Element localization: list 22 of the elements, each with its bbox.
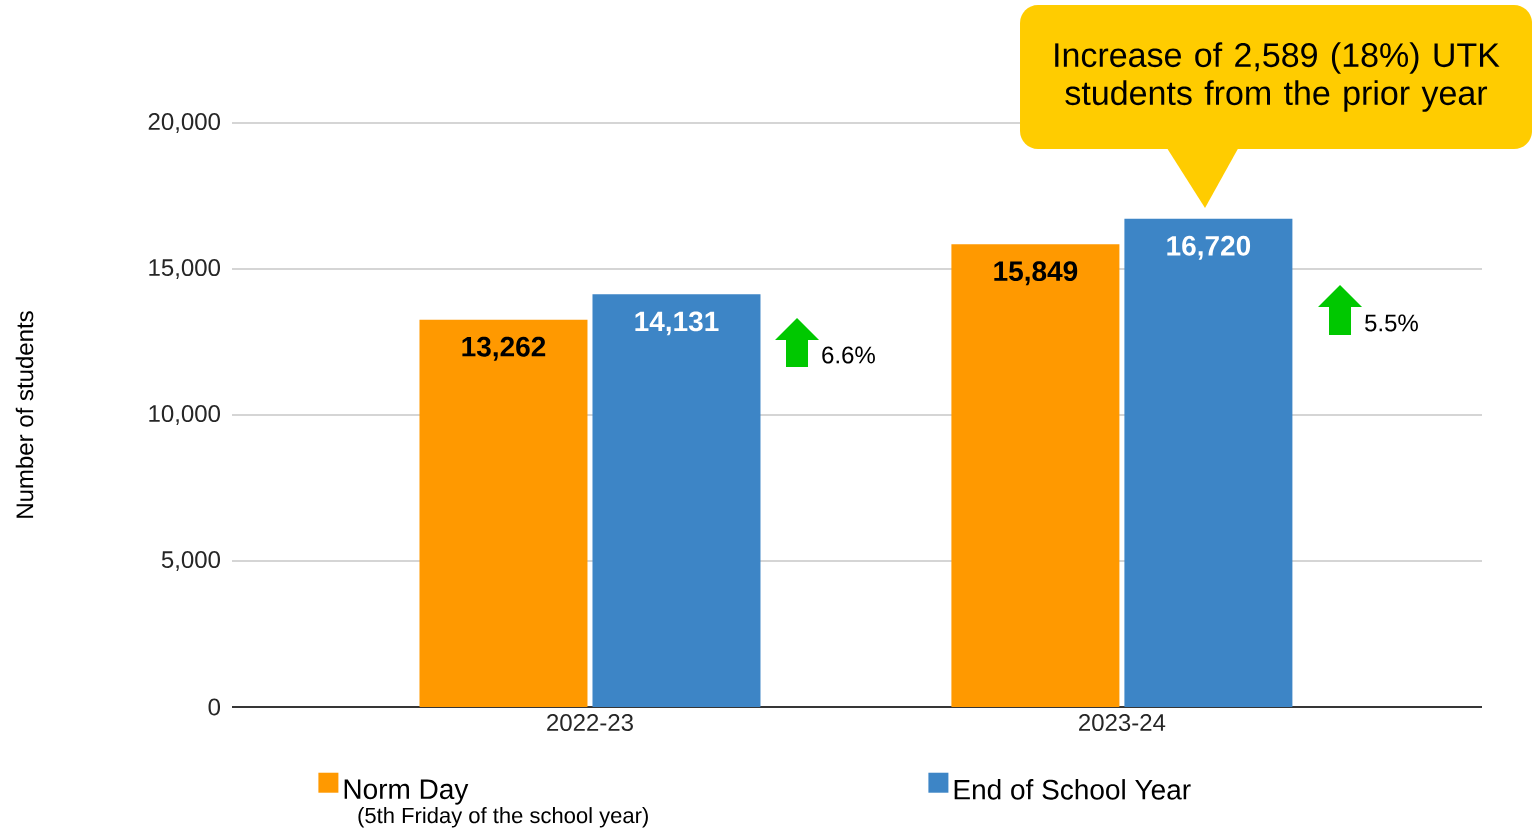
y-axis-title: Number of students — [15, 311, 34, 518]
y-tick-label: 20,000 — [148, 113, 220, 133]
text: (5th Friday of the school year) — [358, 807, 648, 828]
y-tick-label: 15,000 — [149, 259, 220, 279]
x-tick-label: 2022-23 — [547, 714, 633, 732]
data-label: 15,849 — [994, 261, 1078, 286]
bar — [592, 294, 761, 707]
bar — [419, 319, 588, 707]
bar — [951, 244, 1120, 707]
y-tick-label: 10,000 — [149, 405, 220, 425]
bar — [1124, 218, 1293, 707]
annotation: 6.6% — [822, 346, 875, 364]
data-label: 13,262 — [462, 336, 546, 361]
annotation: 5.5% — [1365, 314, 1418, 332]
y-tick-label: 5,000 — [161, 551, 220, 571]
text: Increase of 2,589 (18%) UTK students from the prior year — [1055, 42, 1500, 112]
data-label: 16,720 — [1167, 235, 1251, 260]
legend-label: Norm Day — [344, 779, 469, 805]
y-tick-label: 0 — [208, 698, 221, 716]
x-tick-label: 2023-24 — [1079, 714, 1166, 732]
data-label: 14,131 — [635, 311, 719, 336]
legend-label: End of School Year — [954, 779, 1191, 800]
